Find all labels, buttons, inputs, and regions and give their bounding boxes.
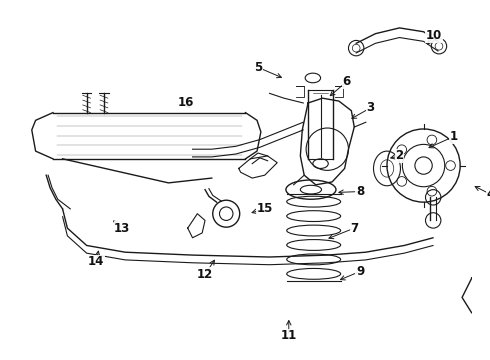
Text: 8: 8	[356, 185, 364, 198]
Text: 7: 7	[350, 222, 358, 235]
Text: 11: 11	[281, 329, 297, 342]
Text: 15: 15	[257, 202, 273, 215]
Text: 9: 9	[356, 265, 364, 278]
Text: 16: 16	[177, 96, 194, 109]
Text: 13: 13	[114, 222, 130, 235]
Text: 6: 6	[343, 75, 351, 88]
Text: 14: 14	[88, 255, 104, 268]
Text: 1: 1	[449, 130, 458, 143]
Text: 2: 2	[395, 149, 404, 162]
Text: 10: 10	[426, 29, 442, 42]
Text: 3: 3	[367, 101, 375, 114]
Text: 12: 12	[197, 268, 213, 281]
Text: 5: 5	[254, 61, 262, 74]
Text: 4: 4	[487, 188, 490, 201]
